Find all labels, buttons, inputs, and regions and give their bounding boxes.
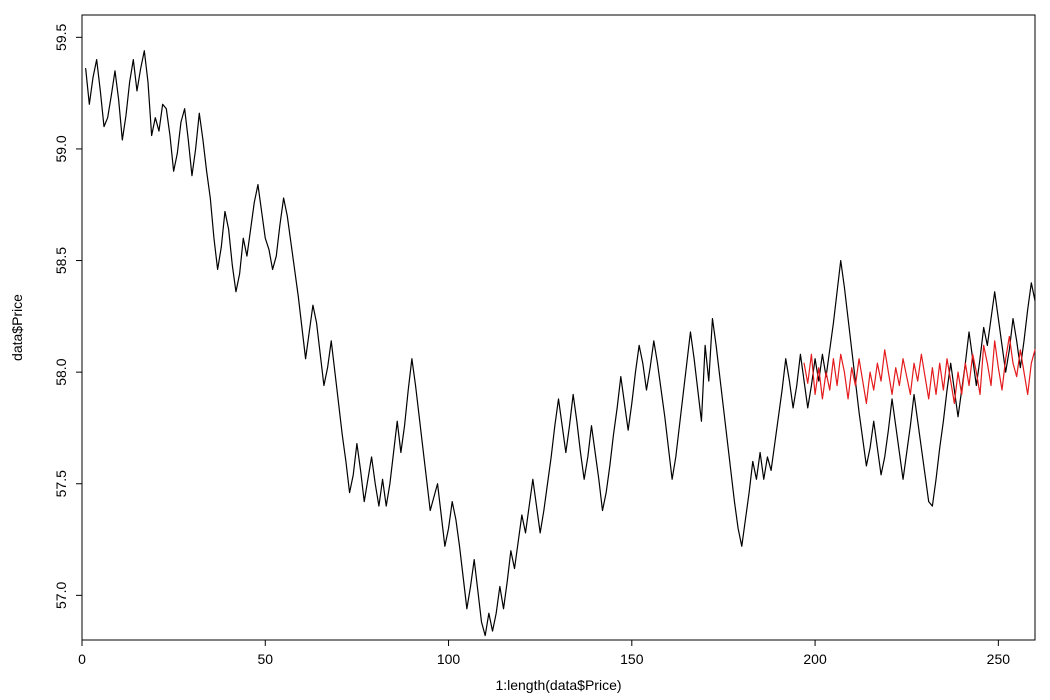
x-axis-label: 1:length(data$Price) [495,677,621,693]
y-tick-label: 57.5 [53,470,69,497]
y-axis-label: data$Price [9,294,25,361]
y-tick-label: 58.0 [53,358,69,385]
x-tick-label: 200 [803,651,827,667]
series-price [86,51,1035,636]
x-tick-label: 250 [987,651,1011,667]
x-tick-label: 150 [620,651,644,667]
y-tick-label: 58.5 [53,247,69,274]
price-chart: 0 50 100 150 200 250 57.0 57.5 58.0 58.5 59.0 59.5 1… [0,0,1050,700]
x-tick-label: 50 [257,651,273,667]
x-tick-label: 100 [437,651,461,667]
y-tick-label: 59.5 [53,23,69,50]
y-tick-label: 57.0 [53,582,69,609]
chart-svg: 0 50 100 150 200 250 57.0 57.5 58.0 58.5 59.0 59.5 1… [0,0,1050,700]
x-tick-label: 0 [78,651,86,667]
plot-box [82,15,1035,640]
y-tick-label: 59.0 [53,135,69,162]
series-forecast [804,336,1035,403]
